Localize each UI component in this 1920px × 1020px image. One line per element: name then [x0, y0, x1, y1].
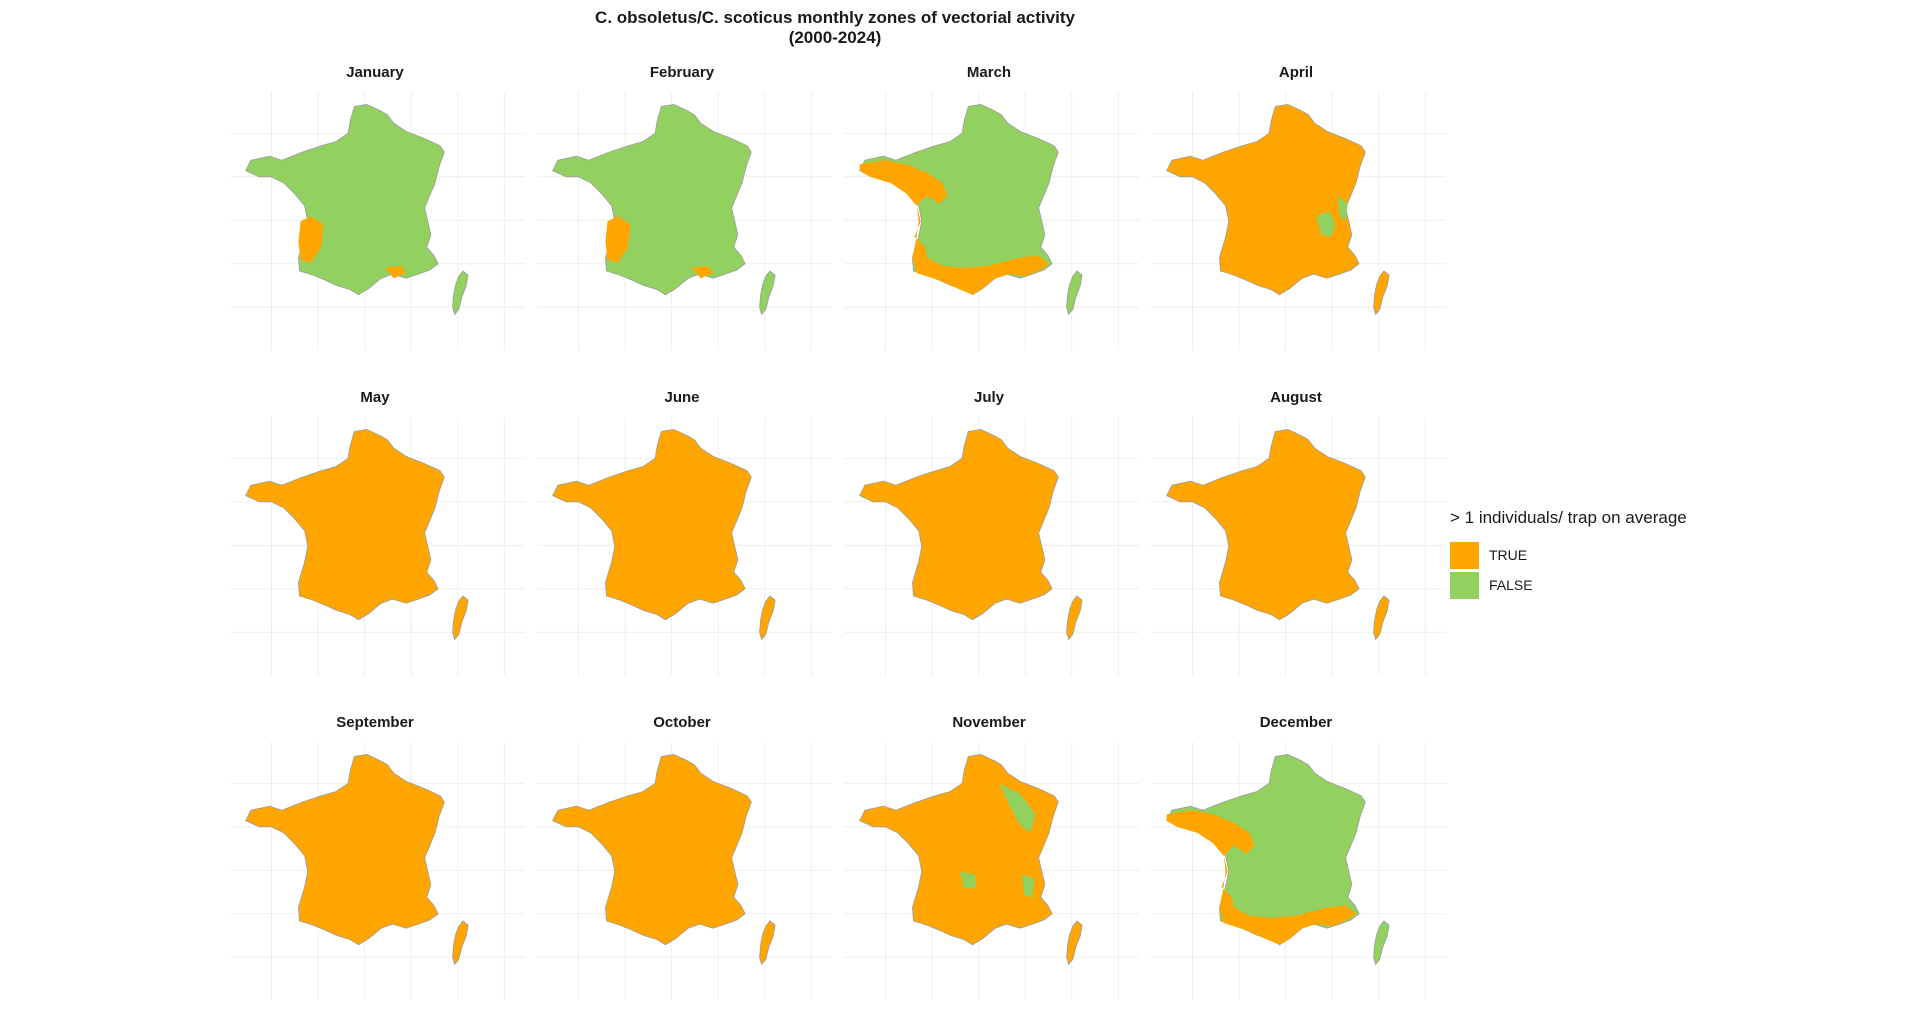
- map-april: [1151, 92, 1446, 351]
- corsica-shape: [1066, 595, 1083, 641]
- activity-zone-patch: [1022, 874, 1035, 898]
- month-panel-june: June: [532, 389, 832, 694]
- corsica-shape: [452, 920, 469, 966]
- france-mainland-shape: [245, 754, 445, 946]
- month-panel-september: September: [225, 714, 525, 1019]
- month-title: October: [653, 714, 711, 731]
- map-december: [1151, 742, 1446, 1001]
- activity-zone-patch: [298, 216, 324, 263]
- month-title: July: [973, 389, 1004, 406]
- map-august: [1151, 417, 1446, 676]
- legend-swatch-true: [1450, 541, 1479, 569]
- corsica-shape: [759, 270, 776, 316]
- month-title: February: [649, 64, 715, 81]
- france-mainland-shape: [1166, 429, 1366, 621]
- france-mainland-shape: [859, 104, 1059, 296]
- corsica-shape: [1373, 920, 1390, 966]
- activity-zone-patch: [605, 216, 631, 263]
- month-title: August: [1270, 389, 1322, 406]
- france-mainland-shape: [245, 429, 445, 621]
- corsica-shape: [1066, 270, 1083, 316]
- map-january: [230, 92, 525, 351]
- legend-title: > 1 individuals/ trap on average: [1450, 508, 1687, 527]
- map-march: [844, 92, 1139, 351]
- map-november: [844, 742, 1139, 1001]
- activity-zone-patch: [859, 160, 1049, 295]
- france-mainland-shape: [552, 429, 752, 621]
- legend-label-true: TRUE: [1489, 547, 1528, 563]
- corsica-shape: [759, 595, 776, 641]
- map-february: [537, 92, 832, 351]
- legend-swatch-false: [1450, 571, 1479, 599]
- month-panel-august: August: [1146, 389, 1446, 694]
- legend-label-false: FALSE: [1489, 577, 1533, 593]
- france-mainland-shape: [859, 429, 1059, 621]
- month-panel-october: October: [532, 714, 832, 1019]
- month-title: December: [1259, 714, 1333, 731]
- map-september: [230, 742, 525, 1001]
- month-title: March: [966, 64, 1012, 81]
- month-panel-december: December: [1146, 714, 1446, 1019]
- activity-zone-patch: [692, 265, 714, 279]
- map-july: [844, 417, 1139, 676]
- month-panel-february: February: [532, 64, 832, 369]
- map-may: [230, 417, 525, 676]
- month-title: September: [336, 714, 414, 731]
- corsica-shape: [1373, 595, 1390, 641]
- month-title: January: [346, 64, 404, 81]
- corsica-shape: [452, 270, 469, 316]
- france-mainland-shape: [552, 754, 752, 946]
- france-mainland-shape: [1166, 754, 1366, 946]
- activity-zone-patch: [999, 783, 1036, 834]
- corsica-shape: [1066, 920, 1083, 966]
- month-panel-january: January: [225, 64, 525, 369]
- corsica-shape: [1373, 270, 1390, 316]
- france-mainland-shape: [245, 104, 445, 296]
- month-panel-april: April: [1146, 64, 1446, 369]
- map-october: [537, 742, 832, 1001]
- month-panel-july: July: [839, 389, 1139, 694]
- legend-item-false: FALSE: [1450, 570, 1687, 600]
- month-panel-november: November: [839, 714, 1139, 1019]
- france-mainland-shape: [552, 104, 752, 296]
- activity-zone-patch: [1337, 195, 1348, 222]
- activity-zone-patch: [385, 265, 407, 279]
- activity-zone-patch: [1166, 810, 1356, 945]
- month-title: June: [664, 389, 700, 406]
- legend-item-true: TRUE: [1450, 540, 1687, 570]
- activity-zone-patch: [960, 871, 977, 889]
- legend: > 1 individuals/ trap on average TRUE FA…: [1450, 508, 1687, 600]
- month-panel-march: March: [839, 64, 1139, 369]
- activity-zone-patch: [1316, 210, 1336, 237]
- map-title-line1: C. obsoletus/C. scoticus monthly zones o…: [595, 8, 1075, 27]
- france-mainland-shape: [1166, 104, 1366, 296]
- map-title-line2: (2000-2024): [788, 28, 882, 47]
- map-title: C. obsoletus/C. scoticus monthly zones o…: [0, 8, 1670, 48]
- corsica-shape: [759, 920, 776, 966]
- month-panel-may: May: [225, 389, 525, 694]
- month-title: April: [1278, 64, 1314, 81]
- map-june: [537, 417, 832, 676]
- month-title: November: [952, 714, 1026, 731]
- month-title: May: [360, 389, 390, 406]
- corsica-shape: [452, 595, 469, 641]
